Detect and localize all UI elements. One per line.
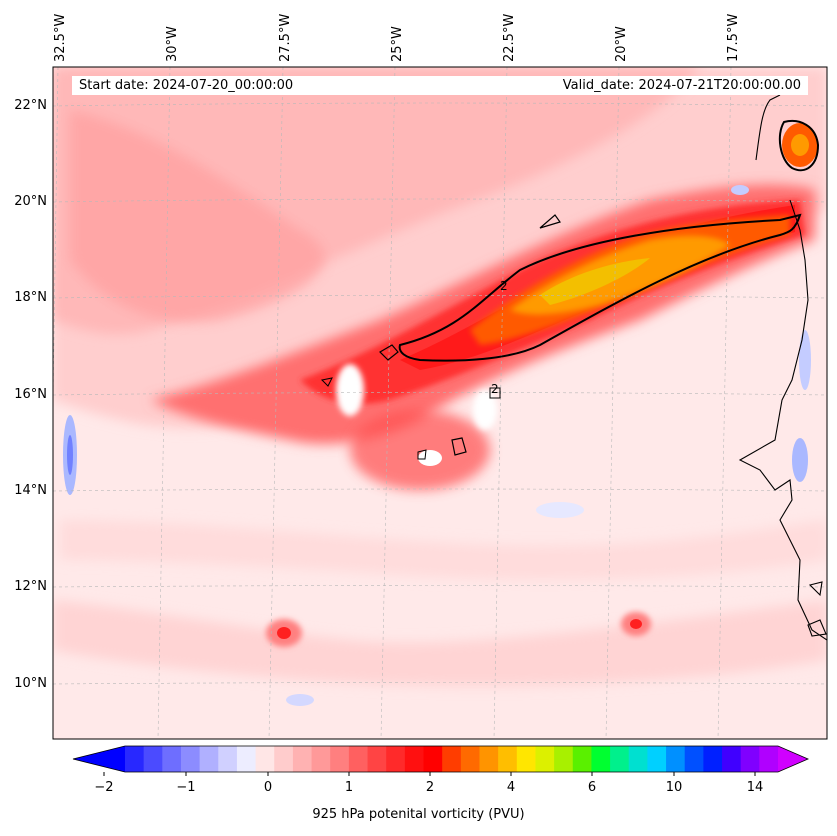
colorbar-title: 925 hPa potenital vorticity (PVU) — [312, 807, 525, 822]
colorbar-swatch — [162, 746, 182, 772]
colorbar-swatch — [218, 746, 238, 772]
latitude-label: 16°N — [14, 387, 47, 402]
colorbar-swatch — [180, 746, 201, 772]
longitude-label: 17.5°W — [726, 13, 741, 62]
colorbar-tick-label: 1 — [344, 780, 354, 795]
map-frame — [52, 66, 828, 740]
colorbar-swatch — [479, 746, 499, 772]
colorbar-tick-label: 6 — [587, 780, 597, 795]
valid-date-label: Valid_date: 2024-07-21T20:00:00.00 — [562, 78, 801, 93]
colorbar-tick-label: 4 — [506, 780, 516, 795]
colorbar-swatch — [647, 746, 667, 772]
longitude-label: 27.5°W — [278, 13, 293, 62]
colorbar-swatch — [498, 746, 518, 772]
colorbar-tick-label: −1 — [176, 780, 196, 795]
colorbar-swatch — [460, 746, 481, 772]
longitude-label: 20°W — [614, 26, 629, 62]
latitude-label: 10°N — [14, 676, 47, 691]
contour-label: 2 — [500, 279, 508, 293]
colorbar-swatch — [143, 746, 163, 772]
colorbar-tick-label: 14 — [746, 780, 764, 795]
colorbar-swatch — [386, 746, 406, 772]
colorbar-swatch — [535, 746, 555, 772]
colorbar-swatch — [740, 746, 760, 772]
colorbar-swatch — [703, 746, 723, 772]
colorbar-swatch — [330, 746, 350, 772]
longitude-label: 30°W — [165, 26, 180, 62]
colorbar-swatch — [628, 746, 648, 772]
colorbar-swatch — [554, 746, 574, 772]
colorbar-swatch — [404, 746, 425, 772]
colorbar-swatch — [348, 746, 369, 772]
colorbar-swatch — [236, 746, 257, 772]
colorbar-swatch — [610, 746, 630, 772]
colorbar-tick-label: 10 — [665, 780, 683, 795]
colorbar-swatch — [572, 746, 593, 772]
colorbar-extend-min — [73, 746, 125, 772]
colorbar-swatch — [516, 746, 537, 772]
info-bar: Start date: 2024-07-20_00:00:00 Valid_da… — [72, 76, 808, 95]
latitude-label: 22°N — [14, 98, 47, 113]
start-date-label: Start date: 2024-07-20_00:00:00 — [79, 78, 294, 93]
colorbar-swatch — [274, 746, 294, 772]
colorbar-swatch — [666, 746, 686, 772]
colorbar-swatch — [255, 746, 275, 772]
colorbar-swatch — [759, 746, 779, 772]
longitude-label: 25°W — [390, 26, 405, 62]
colorbar-swatch — [442, 746, 462, 772]
colorbar-swatch — [591, 746, 611, 772]
colorbar-swatch — [367, 746, 387, 772]
colorbar-extend-max — [778, 746, 808, 772]
colorbar-outline — [72, 745, 810, 773]
colorbar-swatch — [311, 746, 331, 772]
contour-label: 2 — [491, 382, 499, 396]
colorbar — [72, 745, 810, 776]
colorbar-tick-label: −2 — [94, 780, 114, 795]
latitude-label: 12°N — [14, 579, 47, 594]
longitude-label: 22.5°W — [502, 13, 517, 62]
longitude-label: 32.5°W — [53, 13, 68, 62]
latitude-label: 18°N — [14, 290, 47, 305]
latitude-label: 20°N — [14, 194, 47, 209]
colorbar-tick-label: 0 — [263, 780, 273, 795]
latitude-label: 14°N — [14, 483, 47, 498]
colorbar-swatch — [423, 746, 443, 772]
colorbar-swatch — [722, 746, 742, 772]
colorbar-swatch — [684, 746, 704, 772]
colorbar-swatch — [125, 746, 145, 772]
colorbar-swatch — [292, 746, 313, 772]
colorbar-swatch — [199, 746, 219, 772]
pv-field: 2 2 — [53, 67, 827, 739]
colorbar-tick-label: 2 — [425, 780, 435, 795]
